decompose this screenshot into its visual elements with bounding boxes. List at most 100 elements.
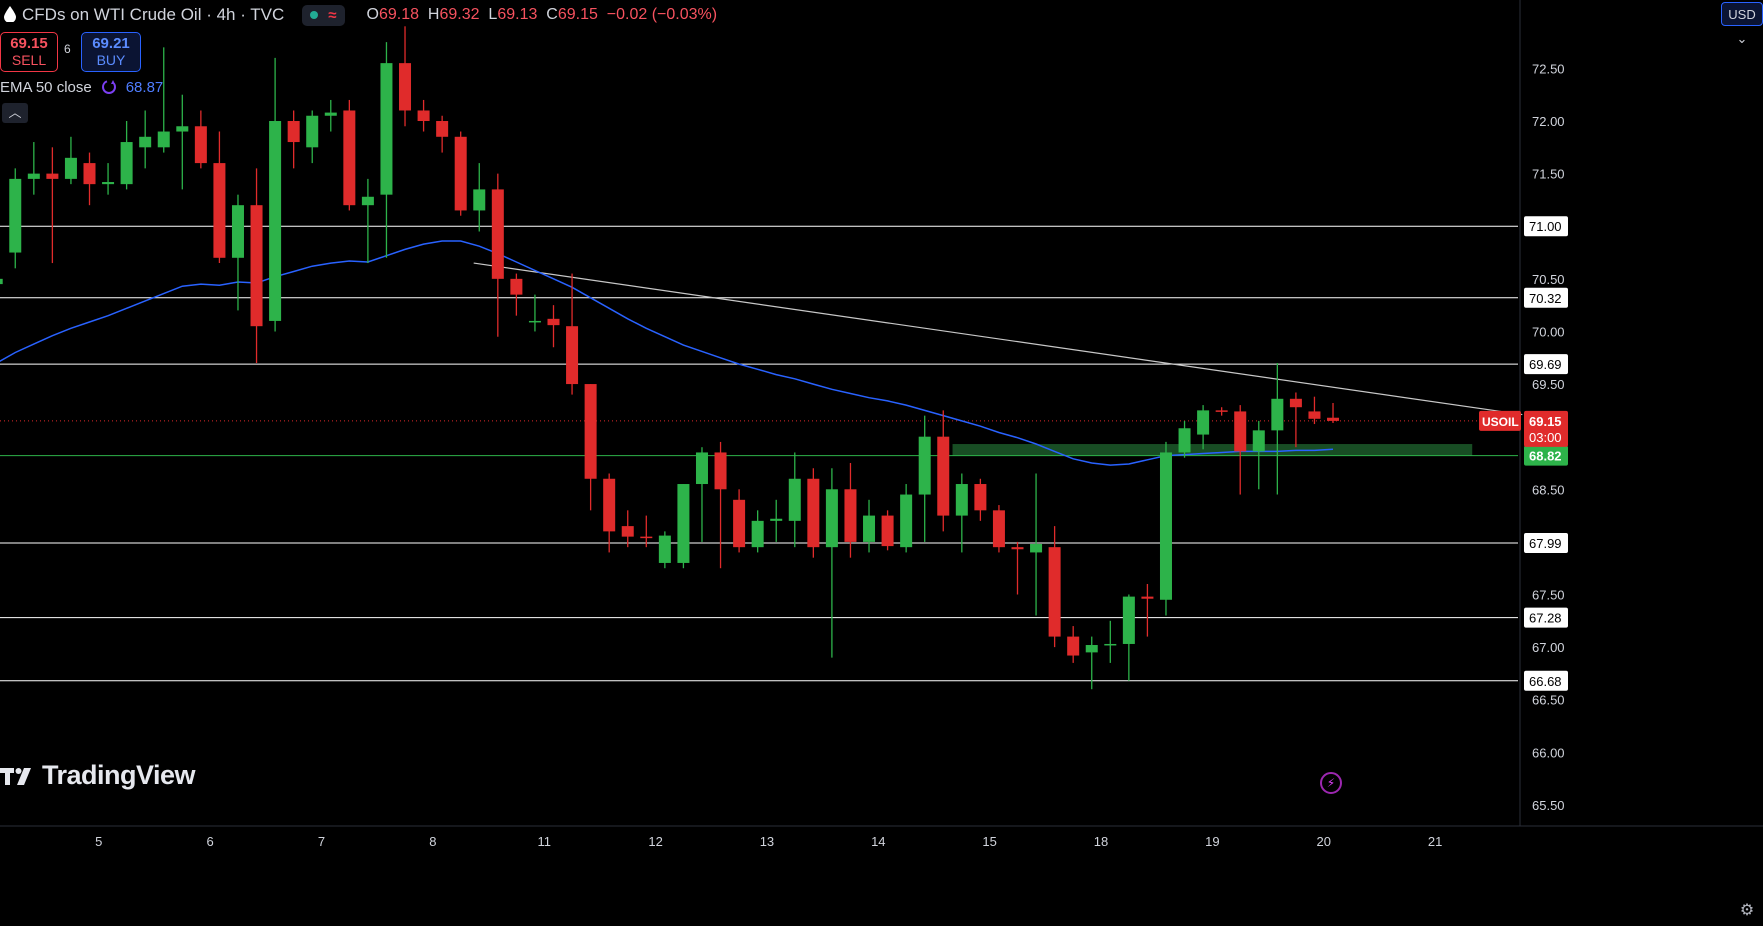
date-tick-label: 13 [760, 834, 774, 849]
level-label-bg-70.32 [1524, 287, 1568, 308]
price-tick-label: 69.50 [1532, 377, 1565, 392]
date-tick-label: 8 [429, 834, 436, 849]
candle [1327, 403, 1340, 423]
price-tick-label: 72.50 [1532, 61, 1565, 76]
price-tick-label: 70.00 [1532, 324, 1565, 339]
price-tick-label: 65.50 [1532, 798, 1565, 813]
ohlc-readout: O69.18 H69.32 L69.13 C69.15 −0.02 (−0.03… [366, 6, 718, 23]
candle-body [900, 494, 913, 548]
sell-button[interactable]: 69.15 SELL [0, 32, 58, 72]
candle-body [1252, 430, 1265, 452]
candle [695, 447, 708, 542]
candle-body [176, 126, 189, 132]
date-tick-label: 6 [207, 834, 214, 849]
candle [992, 505, 1005, 553]
candle-body [937, 436, 950, 516]
candle-body [1215, 410, 1228, 412]
candle [900, 484, 913, 553]
candle [621, 510, 634, 548]
candle [491, 173, 504, 337]
sell-label: SELL [11, 52, 47, 68]
price-tick-label: 70.50 [1532, 272, 1565, 287]
tradingview-logo-icon [0, 767, 31, 785]
candle-body [250, 205, 263, 327]
candle-body [974, 484, 987, 511]
gear-icon[interactable]: ⚙ [1739, 902, 1755, 919]
sell-price: 69.15 [10, 35, 48, 52]
level-label-bg-67.28 [1524, 607, 1568, 628]
candle-body [194, 126, 207, 164]
candle [937, 410, 950, 532]
candle-body [918, 436, 931, 495]
price-tick-label: 71.50 [1532, 167, 1565, 182]
candle-body [658, 535, 671, 563]
refresh-icon[interactable] [100, 78, 118, 96]
candle-body [955, 484, 968, 516]
candle-body [324, 112, 337, 116]
candle-body [1197, 410, 1210, 435]
candle-body [0, 278, 3, 285]
support-label: 68.82 [1529, 449, 1562, 464]
candle [881, 510, 894, 551]
candle-body [361, 196, 374, 206]
tradingview-logo: TradingView [0, 760, 196, 791]
chevron-down-icon: ⌄ [1736, 31, 1748, 46]
candle [27, 142, 40, 195]
candle [1085, 636, 1098, 690]
level-label-71.00: 71.00 [1529, 219, 1562, 234]
candle [46, 147, 59, 264]
candle [436, 115, 449, 153]
candle [343, 99, 356, 211]
candle-body [417, 110, 430, 122]
candle [1159, 441, 1172, 616]
flash-icon[interactable]: ⚡ [1320, 772, 1342, 794]
candle-body [566, 326, 579, 385]
buy-price: 69.21 [92, 35, 130, 52]
candle-body [9, 178, 22, 253]
candle [807, 468, 820, 558]
candle-body [1234, 411, 1247, 452]
price-tick-label: 66.00 [1532, 745, 1565, 760]
candle [974, 478, 987, 521]
candle-body [510, 278, 523, 295]
candle-body [1289, 398, 1302, 408]
candle-body [844, 489, 857, 542]
candle [1030, 473, 1043, 616]
candle-body [1271, 398, 1284, 431]
candle [751, 510, 764, 553]
candle-body [1122, 596, 1135, 644]
market-status-pill[interactable]: ≈ [302, 4, 345, 26]
buy-button[interactable]: 69.21 BUY [81, 32, 141, 72]
candle [918, 415, 931, 542]
candle-body [454, 136, 467, 211]
candle [64, 136, 77, 185]
chevron-up-icon: ︿ [8, 105, 22, 120]
candle [1289, 392, 1302, 448]
candle [584, 384, 597, 511]
candle [1308, 396, 1321, 425]
candle-body [807, 478, 820, 548]
candle-body [491, 189, 504, 279]
candle [306, 110, 319, 164]
candle [1104, 620, 1117, 663]
candle [1141, 583, 1154, 637]
candle-body [83, 163, 96, 185]
candle-body [863, 515, 876, 542]
collapse-legend-button[interactable]: ︿ [2, 103, 28, 123]
candle-body [1308, 411, 1321, 419]
candle [454, 131, 467, 216]
wave-icon: ≈ [328, 6, 337, 24]
candle-body [1159, 452, 1172, 600]
candle-body [1030, 544, 1043, 553]
candle [361, 178, 374, 264]
ema-legend[interactable]: EMA 50 close 68.87 [0, 78, 163, 96]
buy-label: BUY [96, 52, 126, 68]
candle [380, 42, 393, 258]
ema-50-line [0, 240, 1334, 466]
symbol-title[interactable]: CFDs on WTI Crude Oil · 4h · TVC [22, 5, 285, 24]
candle [1215, 407, 1228, 416]
level-label-69.69: 69.69 [1529, 357, 1562, 372]
price-tick-label: 67.00 [1532, 640, 1565, 655]
currency-selector[interactable]: USD ⌄ [1721, 2, 1763, 46]
